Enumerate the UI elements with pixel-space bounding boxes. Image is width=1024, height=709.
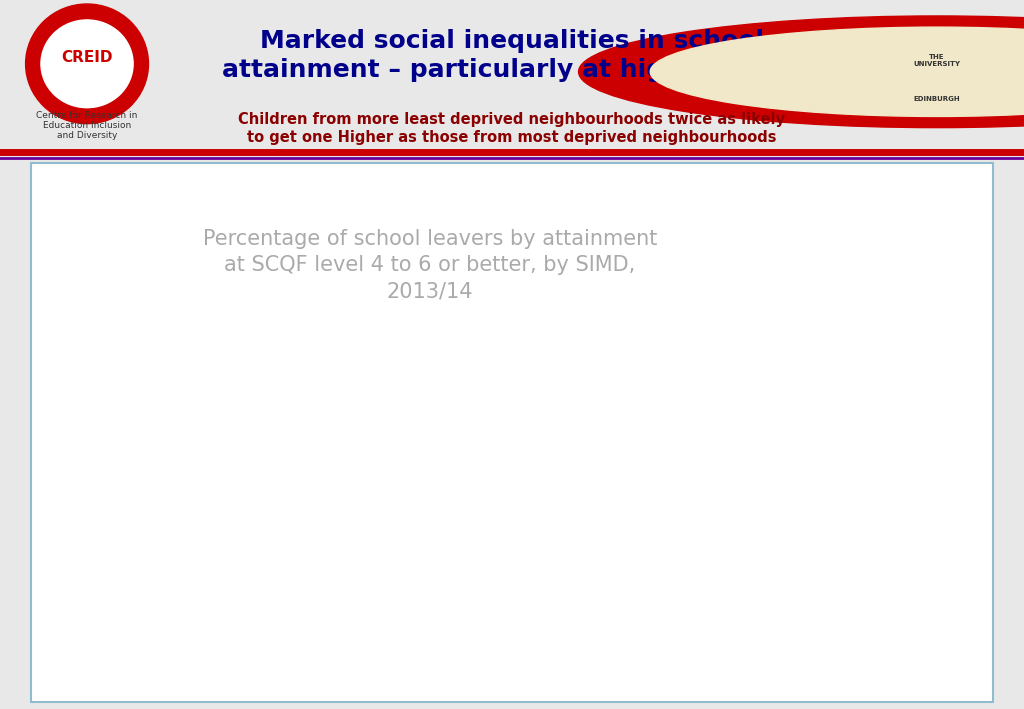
Text: Children from more least deprived neighbourhoods twice as likely
to get one High: Children from more least deprived neighb… (239, 112, 785, 145)
Circle shape (579, 16, 1024, 128)
Bar (476, 498, 508, 652)
Bar (414, 394, 445, 652)
Bar (589, 421, 621, 652)
Bar (557, 391, 589, 652)
Bar (621, 477, 652, 652)
Bar (445, 432, 476, 652)
Bar (126, 411, 158, 652)
Bar (333, 517, 365, 652)
Text: CREID: CREID (61, 50, 113, 65)
Bar (189, 549, 220, 652)
Text: Centre for Research in
Education Inclusion
and Diversity: Centre for Research in Education Inclusi… (37, 111, 137, 140)
Text: Marked social inequalities in school
attainment – particularly at higher levels: Marked social inequalities in school att… (222, 29, 802, 82)
Text: THE
UNIVERSITY: THE UNIVERSITY (913, 54, 961, 67)
Text: EDINBURGH: EDINBURGH (913, 96, 961, 102)
Bar (158, 464, 189, 652)
Text: Percentage of school leavers by attainment
at SCQF level 4 to 6 or better, by SI: Percentage of school leavers by attainme… (203, 228, 657, 301)
Ellipse shape (41, 20, 133, 108)
Bar (701, 389, 732, 652)
Bar (732, 405, 764, 652)
Circle shape (650, 27, 1024, 116)
Bar (301, 442, 333, 652)
Legend: 1+ at SCQF
4 or better, 1+ at SCQF
5 or better, 1+ at SCQF
6 or better: 1+ at SCQF 4 or better, 1+ at SCQF 5 or … (872, 225, 990, 351)
Bar (764, 445, 796, 652)
Ellipse shape (26, 4, 148, 123)
Bar (269, 400, 301, 652)
